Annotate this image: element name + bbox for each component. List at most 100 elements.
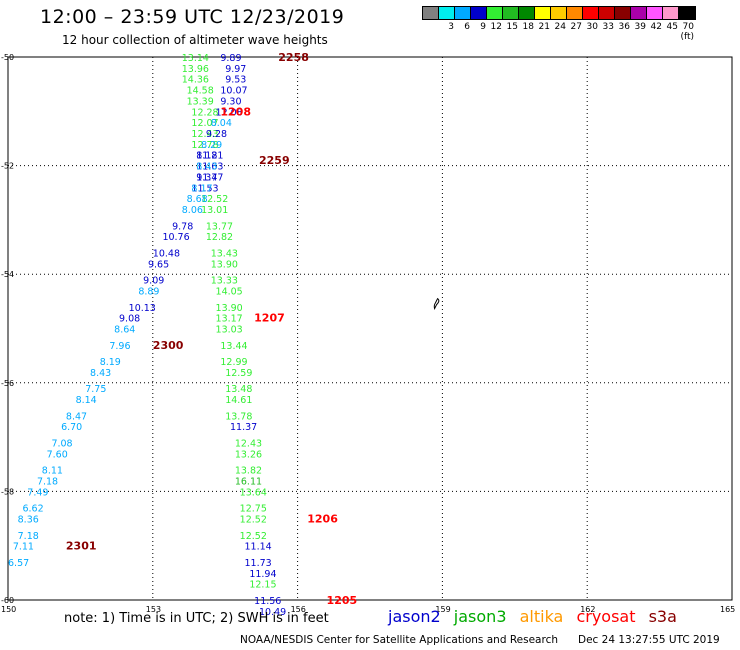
wave-height-label: 12.43 <box>235 439 262 450</box>
wave-height-label: 14.36 <box>182 75 209 86</box>
wave-height-label: 13.03 <box>216 325 243 336</box>
wave-height-label: 11.47 <box>196 172 223 183</box>
legend-label: 15 <box>506 22 518 32</box>
wave-height-label: 13.48 <box>225 384 252 395</box>
y-tick-label: -54 <box>1 270 14 279</box>
mission-legend: jason2 jason3 altika cryosat s3a <box>388 607 685 626</box>
wave-height-label: 9.28 <box>206 129 227 140</box>
wave-height-label: 13.64 <box>240 487 267 498</box>
generated-timestamp: Dec 24 13:27:55 UTC 2019 <box>578 634 720 646</box>
time-label: 2258 <box>278 51 309 64</box>
wave-height-label: 7.96 <box>109 341 130 352</box>
time-label: 2259 <box>259 154 290 167</box>
wave-height-label: 12.28 <box>191 107 218 118</box>
wave-height-label: 13.01 <box>201 205 228 216</box>
wave-height-label: 12.52 <box>240 531 267 542</box>
wave-height-label: 8.17 <box>191 183 212 194</box>
wave-height-label: 7.49 <box>27 487 48 498</box>
wave-height-label: 12.82 <box>206 232 233 243</box>
wave-height-label: 13.90 <box>216 303 243 314</box>
wave-height-label: 8.11 <box>42 466 63 477</box>
legend-swatch <box>487 7 503 19</box>
wave-height-label: 9.89 <box>220 53 241 64</box>
wave-height-label: 12.59 <box>225 368 252 379</box>
time-label: 1205 <box>327 594 358 607</box>
mission-jason2: jason2 <box>388 607 441 626</box>
wave-height-label: 7.08 <box>51 439 72 450</box>
time-label: 2300 <box>153 339 184 352</box>
map-title: 12:00 – 23:59 UTC 12/23/2019 <box>40 6 345 28</box>
wave-height-label: 8.04 <box>211 118 232 129</box>
legend-label: 3 <box>448 22 454 32</box>
y-tick-label: -50 <box>1 53 14 62</box>
legend-swatch <box>647 7 663 19</box>
wave-height-label: 10.07 <box>220 86 247 97</box>
wave-height-label: 6.70 <box>61 422 82 433</box>
x-tick-label: 165 <box>720 605 735 614</box>
legend-swatch <box>551 7 567 19</box>
legend-swatch <box>631 7 647 19</box>
wave-height-label: 11.73 <box>245 558 272 569</box>
wave-height-label: 9.97 <box>225 64 246 75</box>
legend-swatch <box>503 7 519 19</box>
wave-height-label: 10.76 <box>162 232 189 243</box>
legend-label: 24 <box>554 22 566 32</box>
legend-label: 33 <box>602 22 614 32</box>
wave-height-label: 8.68 <box>187 194 208 205</box>
mission-s3a: s3a <box>648 607 677 626</box>
wave-height-label: 8.19 <box>100 357 121 368</box>
legend-label: 39 <box>634 22 646 32</box>
time-label: 1208 <box>220 105 251 118</box>
legend-swatch <box>519 7 535 19</box>
wave-height-label: 9.08 <box>119 314 140 325</box>
wave-height-label: 8.36 <box>18 515 39 526</box>
wave-height-label: 12.43 <box>191 129 218 140</box>
wave-height-label: 11.63 <box>196 162 223 173</box>
legend-swatch <box>423 7 439 19</box>
legend-swatch <box>535 7 551 19</box>
legend-label: 45 <box>666 22 678 32</box>
x-tick-label: 150 <box>1 605 16 614</box>
legend-label <box>422 22 438 42</box>
legend-label: 70 (ft) <box>680 22 694 42</box>
wave-height-label: 12.75 <box>240 504 267 515</box>
wave-height-label: 14.05 <box>216 286 243 297</box>
wave-height-label: 8.43 <box>196 162 217 173</box>
wave-height-label: 11.81 <box>196 151 223 162</box>
wave-height-label: 11.56 <box>254 596 281 607</box>
legend-label: 36 <box>618 22 630 32</box>
wave-height-label: 13.43 <box>211 248 238 259</box>
wave-height-label: 7.11 <box>13 542 34 553</box>
legend-label: 21 <box>538 22 550 32</box>
time-label: 1207 <box>254 312 285 325</box>
wave-height-label: 9.53 <box>225 75 246 86</box>
credit-text: NOAA/NESDIS Center for Satellite Applica… <box>240 634 558 646</box>
wave-height-label: 11.94 <box>249 569 276 580</box>
wave-height-label: 13.78 <box>225 411 252 422</box>
island-shape <box>433 297 440 310</box>
mission-jason3: jason3 <box>453 607 507 626</box>
footer-note: note: 1) Time is in UTC; 2) SWH is in fe… <box>64 611 329 626</box>
y-tick-label: -60 <box>1 596 14 605</box>
time-label: 2301 <box>66 540 97 553</box>
legend-labels: 3 6 9 12 15 18 21 24 27 30 33 36 39 42 45 70 (ft) <box>422 22 696 42</box>
wave-height-label: 13.26 <box>235 449 262 460</box>
wave-height-label: 13.82 <box>235 466 262 477</box>
legend-label: 12 <box>490 22 502 32</box>
wave-height-label: 13.33 <box>211 276 238 287</box>
wave-height-label: 9.37 <box>196 172 217 183</box>
wave-height-label: 11.14 <box>245 542 272 553</box>
legend-swatch <box>455 7 471 19</box>
wave-height-label: 8.29 <box>201 140 222 151</box>
wave-height-label: 11.53 <box>191 183 218 194</box>
wave-height-label: 8.14 <box>76 395 97 406</box>
legend-label: 42 <box>650 22 662 32</box>
legend-swatches <box>422 6 696 20</box>
legend-label: 9 <box>480 22 486 32</box>
wave-height-label: 7.75 <box>85 384 106 395</box>
wave-height-label: 12.52 <box>201 194 228 205</box>
wave-height-label: 7.18 <box>18 531 39 542</box>
wave-height-label: 10.13 <box>129 303 156 314</box>
wave-height-label: 8.43 <box>90 368 111 379</box>
